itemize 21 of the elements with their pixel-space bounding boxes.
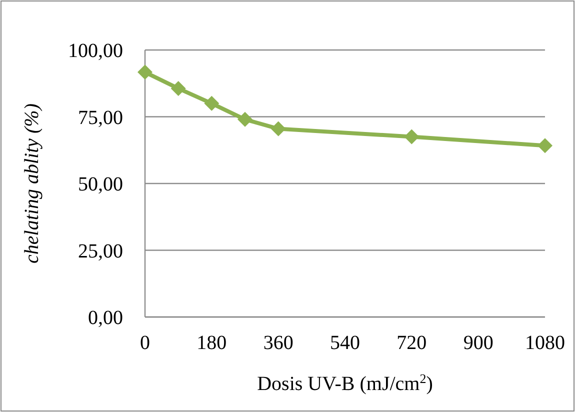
point bbox=[404, 129, 420, 144]
y-tick-label: 75,00 bbox=[78, 106, 123, 129]
point bbox=[538, 138, 552, 154]
x-axis-title: Dosis UV-B (mJ/cm$^{2}$) bbox=[257, 370, 433, 395]
point bbox=[270, 121, 286, 136]
y-axis-title: chelating ablity (%) bbox=[21, 103, 43, 264]
x-tick-label: 900 bbox=[463, 332, 494, 354]
y-tick-label: 0,00 bbox=[88, 307, 123, 329]
point bbox=[170, 80, 186, 96]
x-tick-label: 720 bbox=[396, 332, 427, 354]
x-tick-label: 540 bbox=[330, 332, 360, 354]
point bbox=[138, 64, 152, 80]
x-tick-label: 1080 bbox=[525, 332, 565, 354]
x-tick-label: 180 bbox=[196, 332, 227, 354]
y-tick-label: 25,00 bbox=[78, 240, 123, 262]
x-tick-label: 360 bbox=[263, 332, 294, 354]
y-tick-label: 100,00 bbox=[68, 40, 123, 62]
point bbox=[238, 112, 252, 127]
y-tick-label: 50,00 bbox=[78, 174, 123, 196]
point bbox=[204, 96, 220, 111]
x-tick-label: 0 bbox=[140, 332, 150, 354]
